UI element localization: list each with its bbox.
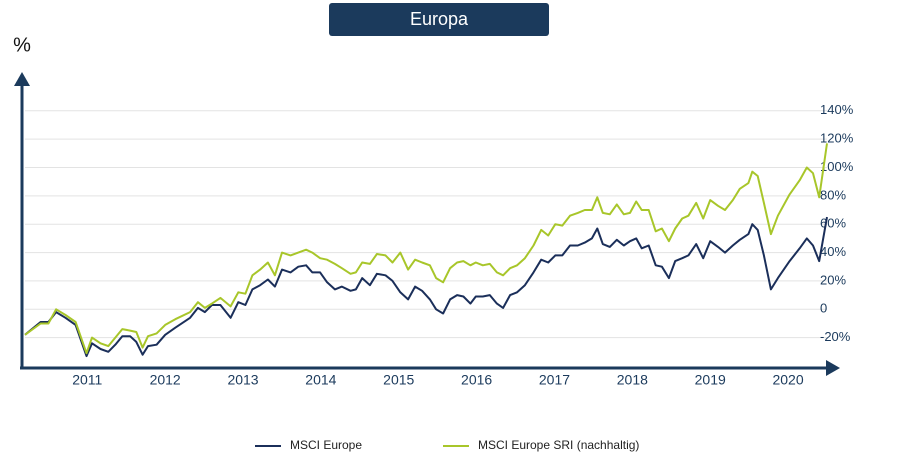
series-line <box>24 143 828 355</box>
y-tick-label: 20% <box>820 272 846 287</box>
y-axis-arrow <box>14 72 30 86</box>
title-box <box>329 3 549 36</box>
y-tick-label: 140% <box>820 102 854 117</box>
x-tick-label: 2013 <box>227 372 258 388</box>
y-tick-label: 80% <box>820 187 846 202</box>
x-tick-label: 2015 <box>383 372 414 388</box>
series-line <box>24 216 828 358</box>
x-axis-arrow <box>826 360 840 376</box>
legend-label: MSCI Europe SRI (nachhaltig) <box>478 438 639 452</box>
x-tick-label: 2016 <box>461 372 492 388</box>
x-tick-label: 2017 <box>539 372 570 388</box>
chart-title: Europa <box>410 9 469 29</box>
y-tick-label: 40% <box>820 244 846 259</box>
legend-label: MSCI Europe <box>290 438 362 452</box>
x-tick-label: 2011 <box>72 372 102 388</box>
y-tick-label: 100% <box>820 159 854 174</box>
x-tick-label: 2014 <box>305 372 336 388</box>
y-tick-label: 60% <box>820 216 846 231</box>
y-axis-label: % <box>13 34 31 56</box>
y-tick-label: 0 <box>820 301 827 316</box>
x-tick-label: 2012 <box>150 372 181 388</box>
y-tick-label: 120% <box>820 131 854 146</box>
x-tick-label: 2018 <box>617 372 648 388</box>
x-tick-label: 2020 <box>772 372 803 388</box>
x-tick-label: 2019 <box>695 372 726 388</box>
y-tick-label: -20% <box>820 329 851 344</box>
